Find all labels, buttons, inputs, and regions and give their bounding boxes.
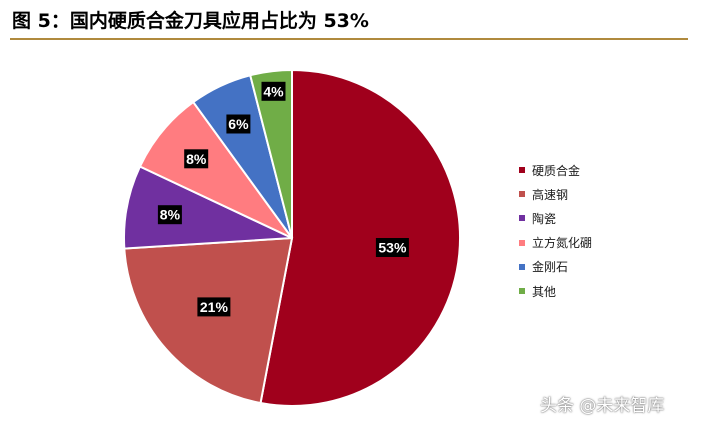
- legend-item: 金刚石: [519, 255, 592, 279]
- pie-slice-2: [123, 236, 294, 405]
- data-label-box-2: [197, 297, 231, 317]
- data-label-box-3: [157, 205, 182, 225]
- legend-swatch: [519, 263, 525, 270]
- legend-item: 其他: [519, 279, 592, 303]
- legend-item: 陶瓷: [519, 206, 592, 230]
- legend-label: 硬质合金: [532, 163, 581, 178]
- legend-swatch: [519, 191, 525, 198]
- watermark: 头条 @未来智库: [540, 396, 665, 416]
- data-label-box-5: [226, 114, 251, 134]
- data-label-3: 8%: [160, 207, 181, 223]
- legend-swatch: [519, 167, 525, 174]
- figure-title: 图 5：国内硬质合金刀具应用占比为 53%: [12, 10, 369, 32]
- legend-swatch: [519, 215, 525, 222]
- data-label-6: 4%: [263, 83, 284, 99]
- data-label-5: 6%: [228, 116, 249, 132]
- data-label-box-4: [184, 149, 209, 169]
- data-label-box-1: [375, 238, 409, 257]
- legend-swatch: [519, 239, 525, 246]
- legend-item: 高速钢: [519, 182, 592, 206]
- legend-item: 立方氮化硼: [519, 231, 592, 255]
- legend-label: 陶瓷: [532, 211, 557, 226]
- legend-label: 立方氮化硼: [532, 236, 593, 251]
- title-divider: [10, 38, 688, 40]
- pie-slice-6: [249, 68, 293, 239]
- legend-label: 金刚石: [532, 260, 569, 275]
- legend-label: 高速钢: [532, 187, 569, 202]
- legend-item: 硬质合金: [519, 158, 592, 182]
- legend-label: 其他: [532, 284, 557, 299]
- legend-swatch: [519, 288, 525, 295]
- data-label-4: 8%: [186, 151, 207, 167]
- data-label-box-6: [261, 81, 286, 101]
- chart-legend: 硬质合金高速钢陶瓷立方氮化硼金刚石其他: [519, 158, 592, 303]
- pie-slice-1: [259, 68, 461, 407]
- data-label-1: 53%: [378, 240, 407, 256]
- data-label-2: 21%: [200, 299, 229, 315]
